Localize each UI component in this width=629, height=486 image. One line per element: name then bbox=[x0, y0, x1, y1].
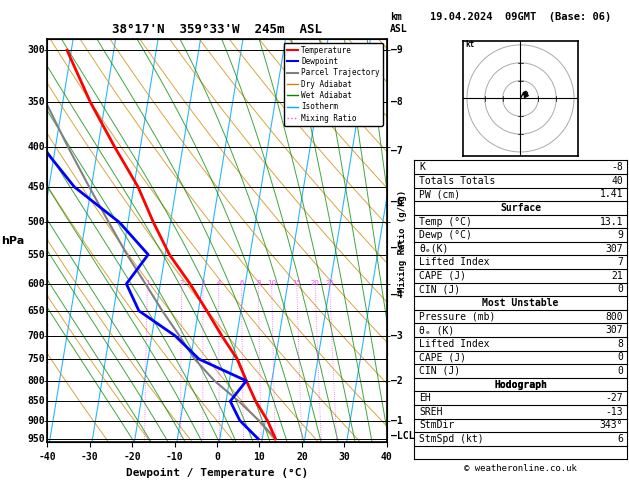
Text: 25: 25 bbox=[325, 280, 334, 286]
Text: 0: 0 bbox=[618, 284, 623, 295]
Legend: Temperature, Dewpoint, Parcel Trajectory, Dry Adiabat, Wet Adiabat, Isotherm, Mi: Temperature, Dewpoint, Parcel Trajectory… bbox=[284, 43, 383, 125]
Text: θₑ (K): θₑ (K) bbox=[419, 325, 454, 335]
Text: –4: –4 bbox=[391, 290, 403, 300]
Text: –8: –8 bbox=[391, 97, 403, 107]
Text: Lifted Index: Lifted Index bbox=[419, 339, 489, 349]
Text: Hodograph: Hodograph bbox=[494, 380, 547, 390]
Text: 400: 400 bbox=[28, 142, 45, 152]
Text: 850: 850 bbox=[28, 396, 45, 406]
Text: 550: 550 bbox=[28, 249, 45, 260]
Text: hPa: hPa bbox=[1, 236, 24, 245]
Text: –9: –9 bbox=[391, 45, 403, 55]
Text: 21: 21 bbox=[611, 271, 623, 281]
Text: EH: EH bbox=[419, 393, 431, 403]
Text: 1.41: 1.41 bbox=[600, 190, 623, 199]
Text: 7: 7 bbox=[618, 257, 623, 267]
Text: 19.04.2024  09GMT  (Base: 06): 19.04.2024 09GMT (Base: 06) bbox=[430, 12, 611, 22]
Text: –1: –1 bbox=[391, 416, 403, 426]
Text: 800: 800 bbox=[606, 312, 623, 322]
Text: –LCL: –LCL bbox=[391, 431, 415, 441]
Text: 600: 600 bbox=[28, 279, 45, 289]
Text: Temp (°C): Temp (°C) bbox=[419, 217, 472, 226]
Text: Lifted Index: Lifted Index bbox=[419, 257, 489, 267]
Text: –7: –7 bbox=[391, 146, 403, 156]
Text: 343°: 343° bbox=[600, 420, 623, 430]
Text: 4: 4 bbox=[216, 280, 221, 286]
Text: CAPE (J): CAPE (J) bbox=[419, 352, 466, 363]
Text: 20: 20 bbox=[311, 280, 320, 286]
Text: © weatheronline.co.uk: © weatheronline.co.uk bbox=[464, 465, 577, 473]
Text: 13.1: 13.1 bbox=[600, 217, 623, 226]
Text: 700: 700 bbox=[28, 331, 45, 341]
Text: 6: 6 bbox=[618, 434, 623, 444]
Text: CAPE (J): CAPE (J) bbox=[419, 271, 466, 281]
Text: 350: 350 bbox=[28, 97, 45, 107]
Text: CIN (J): CIN (J) bbox=[419, 284, 460, 295]
Text: 15: 15 bbox=[292, 280, 301, 286]
Text: K: K bbox=[419, 162, 425, 172]
Text: 900: 900 bbox=[28, 416, 45, 426]
Text: –6: –6 bbox=[391, 197, 403, 207]
Text: 1: 1 bbox=[145, 280, 150, 286]
Title: 38°17'N  359°33'W  245m  ASL: 38°17'N 359°33'W 245m ASL bbox=[112, 23, 322, 36]
Text: PW (cm): PW (cm) bbox=[419, 190, 460, 199]
Text: Totals Totals: Totals Totals bbox=[419, 176, 495, 186]
Text: 500: 500 bbox=[28, 217, 45, 227]
Text: Surface: Surface bbox=[500, 203, 541, 213]
Text: 3: 3 bbox=[201, 280, 205, 286]
Text: 2: 2 bbox=[179, 280, 184, 286]
Text: 6: 6 bbox=[239, 280, 244, 286]
Text: –2: –2 bbox=[391, 376, 403, 386]
Text: 950: 950 bbox=[28, 434, 45, 444]
Text: 750: 750 bbox=[28, 354, 45, 364]
Text: Hodograph: Hodograph bbox=[494, 380, 547, 390]
Text: 300: 300 bbox=[28, 45, 45, 55]
Text: 450: 450 bbox=[28, 182, 45, 192]
Text: 0: 0 bbox=[618, 352, 623, 363]
Text: 8: 8 bbox=[256, 280, 260, 286]
X-axis label: Dewpoint / Temperature (°C): Dewpoint / Temperature (°C) bbox=[126, 468, 308, 478]
Text: Most Unstable: Most Unstable bbox=[482, 298, 559, 308]
Text: 9: 9 bbox=[618, 230, 623, 240]
Text: 0: 0 bbox=[618, 366, 623, 376]
Text: -27: -27 bbox=[606, 393, 623, 403]
Text: 10: 10 bbox=[267, 280, 276, 286]
Text: km
ASL: km ASL bbox=[390, 13, 408, 34]
Text: 800: 800 bbox=[28, 376, 45, 386]
Text: StmSpd (kt): StmSpd (kt) bbox=[419, 434, 484, 444]
Text: 307: 307 bbox=[606, 243, 623, 254]
Text: Mixing Ratio (g/kg): Mixing Ratio (g/kg) bbox=[398, 190, 407, 292]
Text: 650: 650 bbox=[28, 306, 45, 316]
Text: CIN (J): CIN (J) bbox=[419, 366, 460, 376]
Text: 307: 307 bbox=[606, 325, 623, 335]
Text: SREH: SREH bbox=[419, 407, 442, 417]
Text: Dewp (°C): Dewp (°C) bbox=[419, 230, 472, 240]
Text: StmDir: StmDir bbox=[419, 420, 454, 430]
Text: 40: 40 bbox=[611, 176, 623, 186]
Text: -8: -8 bbox=[611, 162, 623, 172]
Text: –3: –3 bbox=[391, 331, 403, 341]
Text: kt: kt bbox=[465, 40, 474, 49]
Text: -13: -13 bbox=[606, 407, 623, 417]
Text: –5: –5 bbox=[391, 243, 403, 253]
Text: θₑ(K): θₑ(K) bbox=[419, 243, 448, 254]
Text: Pressure (mb): Pressure (mb) bbox=[419, 312, 495, 322]
Text: 8: 8 bbox=[618, 339, 623, 349]
